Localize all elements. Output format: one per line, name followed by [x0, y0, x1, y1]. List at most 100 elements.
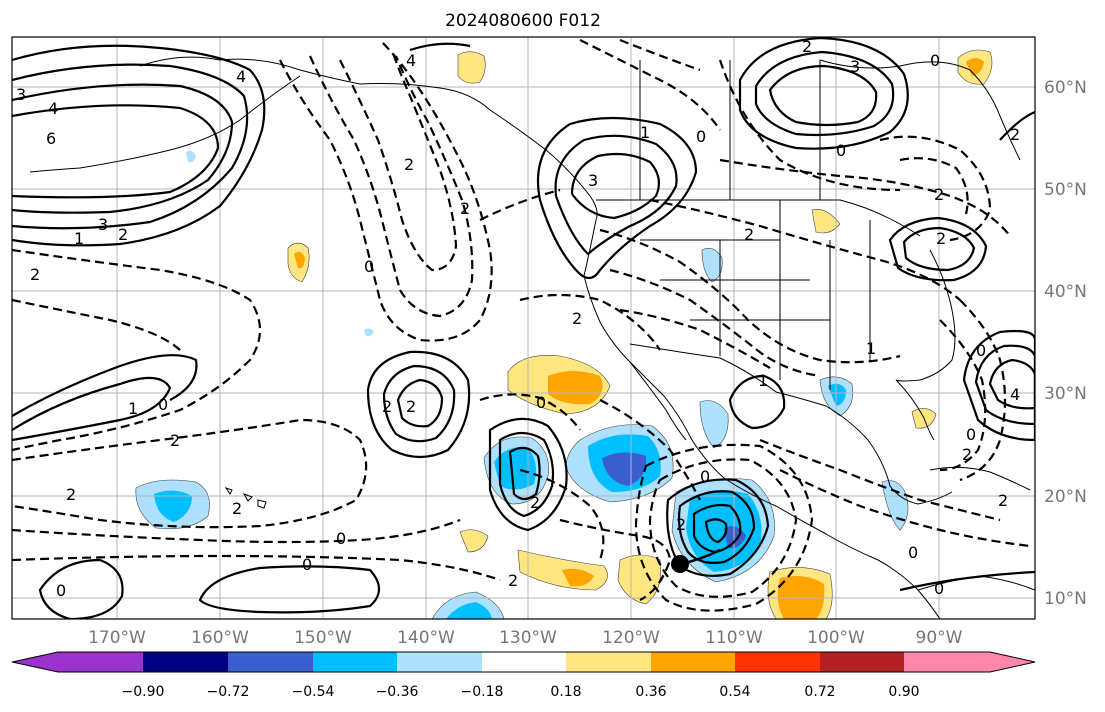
lon-label: 150°W	[294, 628, 352, 648]
contour-neg-hurricane-outer-2	[634, 443, 814, 612]
contour-great-lakes-2	[902, 226, 976, 272]
contour-hurricane-2	[677, 490, 756, 564]
contour-label: 0	[836, 141, 846, 160]
lon-label: 170°W	[88, 628, 146, 648]
colorbar-tick: −0.18	[461, 684, 504, 700]
contour-aleutian-4	[12, 104, 220, 199]
map-plot-area: 3 4 6 3 2 1 2 1 0 2 4 4 2 0 1 0 3 2 2 2 …	[12, 37, 1035, 619]
contour-neg-gulf-alaska-1	[279, 39, 493, 342]
contour-label: 2	[170, 431, 180, 450]
map-background	[12, 37, 1035, 619]
contour-neg-west-us-2	[609, 268, 821, 378]
colorbar-segment	[482, 652, 566, 672]
contour-label: 3	[588, 171, 598, 190]
colorbar-tick: −0.36	[376, 684, 419, 700]
colorbar-low-extend	[12, 652, 58, 672]
contour-label: 2	[382, 397, 392, 416]
lon-label: 120°W	[602, 628, 660, 648]
lat-label: 60°N	[1044, 78, 1087, 98]
coast-alaska-peninsula	[29, 75, 301, 173]
contour-neg-tropics-5	[479, 188, 561, 221]
contour-neg-mexico-2	[759, 438, 1001, 522]
contour-label: 0	[700, 467, 710, 486]
contour-label: 2	[118, 225, 128, 244]
fill-blue-fl	[881, 480, 909, 531]
contour-label: 4	[406, 51, 416, 70]
colorbar-outline	[11, 651, 1036, 673]
fill-cyan-hurricane	[686, 490, 762, 572]
contour-label: 2	[676, 515, 686, 534]
colorbar-segment	[397, 652, 482, 672]
lat-label: 40°N	[1044, 282, 1087, 302]
lon-label: 90°W	[916, 628, 963, 648]
colorbar-tick: 0.54	[719, 684, 750, 700]
colorbar-tick: 0.90	[888, 684, 919, 700]
coast-alaska	[139, 56, 598, 221]
coast-west-us	[583, 219, 941, 619]
fill-yellow-plains	[811, 209, 841, 234]
graticule	[12, 37, 1035, 619]
contour-neg-tropics-3	[479, 393, 581, 431]
fill-cyan-hawaii	[154, 490, 192, 522]
contour-neg-hudson-1	[718, 59, 901, 192]
contour-alaska-top	[409, 42, 471, 52]
contour-label: 0	[930, 51, 940, 70]
contour-neg-east-1	[879, 135, 992, 242]
contour-label: 2	[744, 225, 754, 244]
contour-label: 1	[128, 399, 138, 418]
hawaii-islands	[224, 487, 267, 509]
colorbar-segment	[651, 652, 735, 672]
border-canada-us	[596, 199, 921, 237]
contour-neg-west-us-1	[599, 228, 901, 364]
fill-blue-alaska	[186, 150, 196, 163]
contour-label: 0	[696, 127, 706, 146]
contour-label: 0	[158, 395, 168, 414]
contour-neg-east-2	[899, 157, 969, 215]
fill-cyan-texas	[828, 383, 846, 406]
contour-label: 1	[866, 339, 876, 358]
lat-label: 10°N	[1044, 589, 1087, 609]
contour-neg-mexico-3	[779, 469, 1031, 548]
contour-label: 0	[976, 341, 986, 360]
fill-orange-hudson	[966, 58, 984, 76]
contour-label: 2	[802, 37, 812, 56]
contour-label: 4	[1010, 385, 1020, 404]
colorbar-segment	[58, 652, 143, 672]
coast-gulf-mexico	[775, 391, 953, 505]
fill-orange-tropics	[562, 568, 594, 587]
colorbar-tick: 0.18	[550, 684, 581, 700]
lon-label: 160°W	[191, 628, 249, 648]
contour-caribbean	[899, 570, 1035, 592]
storm-track-line	[679, 548, 721, 566]
contour-neg-north-2	[619, 38, 701, 72]
contour-label: 2	[460, 199, 470, 218]
contour-hudson-high-2	[754, 50, 895, 137]
contour-hudson-high-3	[768, 64, 878, 127]
coast-cuba	[929, 466, 1031, 491]
contour-labels: 3 4 6 3 2 1 2 1 0 2 4 4 2 0 1 0 3 2 2 2 …	[16, 37, 1020, 600]
contour-nw-canada-1	[536, 116, 698, 280]
contour-label: 3	[98, 215, 108, 234]
coast-baja	[629, 361, 687, 441]
colorbar-segment	[143, 652, 228, 672]
contour-neg-pacific-1	[12, 248, 261, 452]
contour-label: 0	[56, 581, 66, 600]
contour-label: 2	[232, 499, 242, 518]
colorbar-high-extend	[990, 652, 1035, 672]
contour-gulf-loop	[728, 374, 786, 430]
contour-label: 0	[302, 555, 312, 574]
map-frame	[11, 36, 1036, 620]
contour-label: 4	[236, 67, 246, 86]
contour-label: 2	[530, 493, 540, 512]
contour-neg-tropics-1	[559, 518, 672, 601]
contour-atlantic-high-3	[988, 358, 1035, 410]
contour-label: 2	[998, 491, 1008, 510]
lon-label: 140°W	[397, 628, 455, 648]
colorbar-segment	[313, 652, 397, 672]
contour-pacific-west-2	[12, 354, 198, 417]
fill-orange-pacific	[294, 251, 305, 269]
colorbar: −0.90 −0.72 −0.54 −0.36 −0.18 0.18 0.36 …	[11, 651, 1036, 700]
fill-blue-cpac	[364, 328, 374, 337]
fill-orange-baja	[548, 371, 603, 405]
